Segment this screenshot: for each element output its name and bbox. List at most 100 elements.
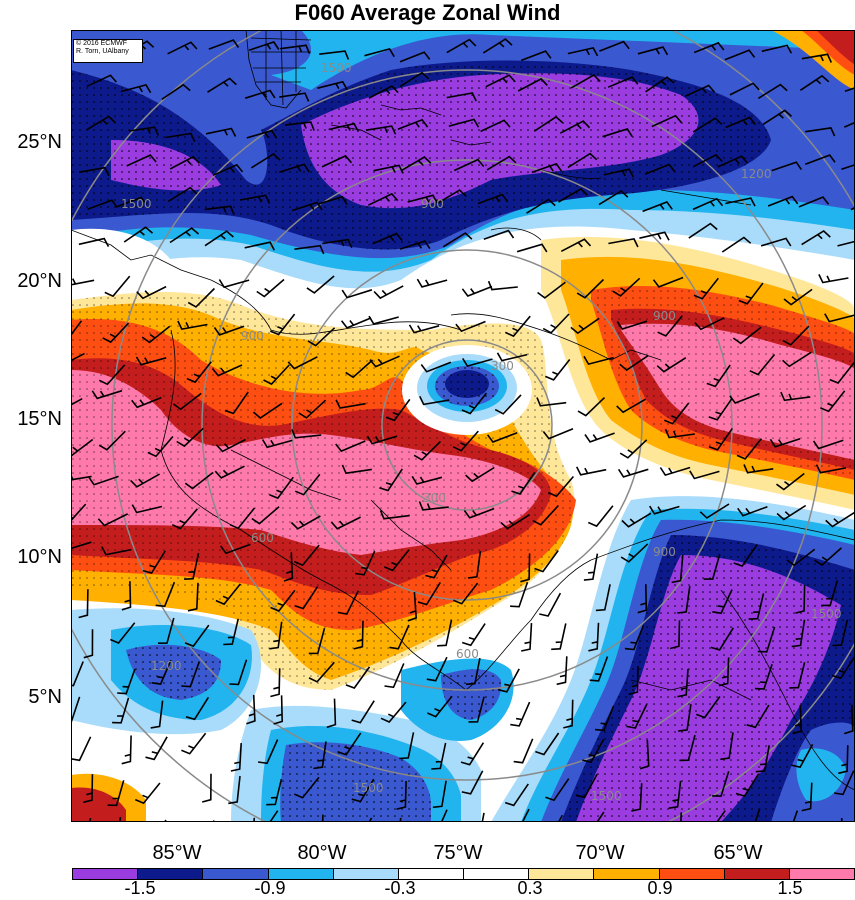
wind-barb	[567, 46, 599, 57]
wind-barb	[116, 196, 148, 208]
wind-barb	[497, 668, 520, 693]
wind-barb	[373, 285, 404, 300]
wind-barb	[588, 622, 600, 652]
ring-label-1500-west: 1500	[121, 197, 152, 211]
wind-barb	[308, 627, 326, 655]
wind-barb	[577, 397, 606, 417]
wind-barb	[335, 440, 366, 453]
wind-barb	[71, 503, 87, 522]
wind-barb	[171, 508, 199, 530]
wind-barb	[651, 114, 683, 128]
wind-barb	[294, 473, 321, 496]
wind-barb	[595, 584, 611, 612]
wind-barb	[689, 470, 720, 480]
wind-barb	[126, 154, 157, 167]
wind-barb	[317, 80, 348, 90]
wind-barb	[184, 553, 200, 580]
wind-barb	[131, 396, 162, 409]
wind-barb	[121, 735, 132, 765]
wind-barb	[762, 109, 793, 126]
wind-barb	[717, 155, 749, 168]
wind-barb	[228, 776, 241, 805]
wind-barb	[587, 505, 614, 528]
wind-barb	[335, 399, 366, 409]
wind-barb	[465, 466, 495, 483]
wind-barb	[294, 544, 320, 567]
wind-barb	[575, 774, 598, 799]
wind-barb	[696, 696, 721, 719]
colorbar-swatch	[138, 869, 204, 879]
wind-barb	[248, 41, 280, 51]
ring-label-600-west: 600	[251, 531, 274, 545]
wind-barb	[151, 659, 172, 685]
wind-barb	[801, 53, 833, 63]
wind-barb	[340, 317, 372, 329]
wind-barb	[526, 198, 556, 214]
wind-barb	[88, 475, 119, 486]
wind-barb	[239, 194, 271, 204]
wind-barb	[452, 430, 479, 452]
wind-barb	[626, 704, 648, 729]
wind-barb	[211, 364, 243, 377]
wind-barb	[710, 627, 734, 651]
wind-barb	[269, 621, 283, 650]
wind-barb	[291, 429, 322, 439]
wind-barbs	[71, 38, 855, 822]
wind-barb	[462, 357, 493, 368]
wind-barb	[649, 505, 680, 515]
credit-copyright: © 2016 ECMWF	[76, 40, 128, 47]
wind-barb	[442, 232, 473, 248]
credit-box: © 2016 ECMWF R. Torn, UAlbany	[73, 39, 143, 63]
wind-barb	[619, 354, 649, 372]
wind-barb	[86, 74, 118, 88]
wind-barb	[136, 285, 167, 300]
wind-barb	[208, 39, 240, 50]
wind-barb	[819, 390, 846, 413]
wind-barb	[155, 581, 176, 608]
wind-barb	[542, 427, 574, 440]
wind-barb	[78, 237, 110, 247]
wind-barb	[437, 619, 453, 647]
wind-barb	[351, 700, 375, 724]
wind-barb	[187, 582, 199, 612]
wind-barb	[355, 550, 376, 576]
wind-barb	[724, 49, 756, 61]
lon-label-80w: 80°W	[297, 842, 347, 864]
wind-barb	[345, 359, 374, 379]
wind-barb	[531, 162, 563, 174]
wind-barb	[460, 742, 485, 766]
wind-barb	[668, 780, 682, 809]
wind-barb	[559, 120, 591, 134]
wind-barb	[117, 668, 136, 695]
wind-barb	[432, 780, 447, 809]
wind-barb	[733, 544, 758, 567]
ring-label-600: 600	[456, 647, 479, 661]
wind-barb	[743, 464, 774, 474]
wind-barb	[837, 240, 855, 247]
wind-barb	[283, 552, 294, 582]
wind-barb	[279, 163, 310, 173]
wind-barb	[708, 397, 733, 421]
wind-barb	[795, 584, 806, 614]
wind-barb	[205, 127, 237, 137]
wind-barb	[284, 121, 315, 131]
ring-label-1500-south: 1500	[591, 789, 622, 803]
wind-barb	[583, 553, 599, 581]
wind-barb	[130, 473, 160, 488]
wind-barb	[413, 440, 441, 461]
ring-label-1200-northeast: 1200	[741, 167, 772, 181]
wind-barb	[844, 87, 855, 93]
map-title: F060 Average Zonal Wind	[294, 0, 561, 25]
wind-barb	[383, 549, 410, 572]
wind-barb	[261, 439, 293, 449]
wind-barb	[815, 464, 847, 474]
ring-label-1200-west: 1200	[151, 659, 182, 673]
wind-barb	[446, 92, 477, 102]
wind-barb	[294, 244, 325, 255]
wind-barb	[583, 355, 614, 366]
map-panel: 300 300 600 600 900 900 900 900 1200 120…	[71, 30, 855, 822]
wind-barb	[663, 402, 690, 425]
wind-barb	[223, 618, 239, 646]
wind-barb	[401, 156, 432, 171]
wind-barb	[799, 74, 830, 91]
